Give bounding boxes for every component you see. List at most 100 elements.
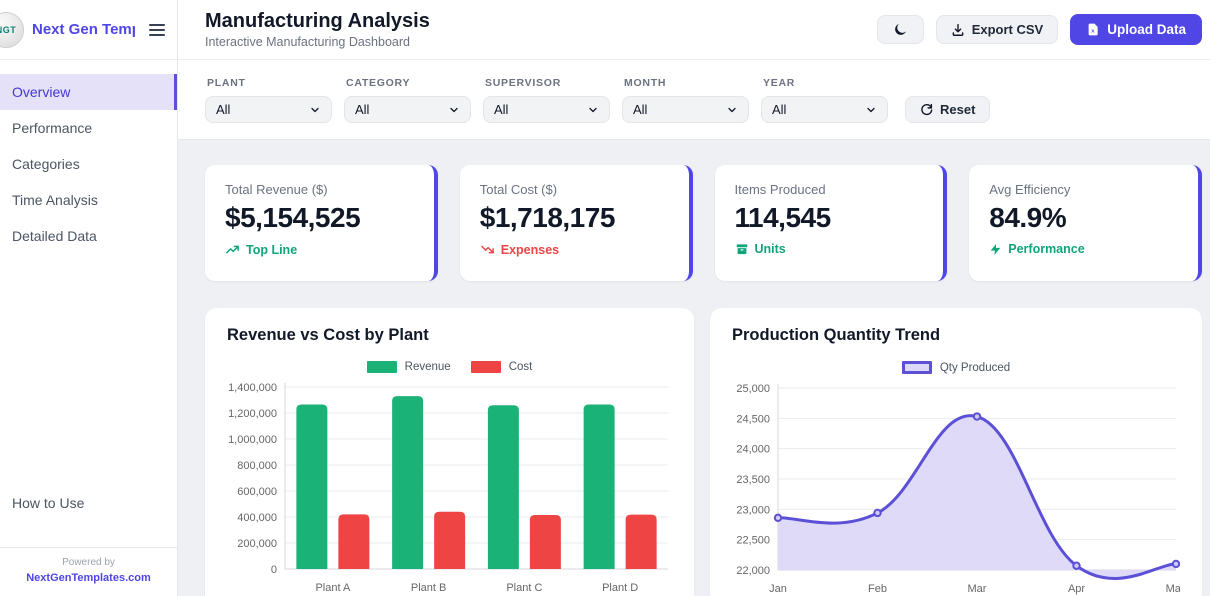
bar-chart-revenue-cost: 0 200,000 400,000 600,000 800,000 1,000,000 1,… xyxy=(228,382,668,594)
svg-text:400,000: 400,000 xyxy=(237,512,277,524)
svg-text:Plant B: Plant B xyxy=(411,582,446,594)
brand-name: Next Gen Templates xyxy=(32,21,135,38)
chart-title: Production Quantity Trend xyxy=(732,326,941,344)
sidebar-footer: Powered by NextGenTemplates.com xyxy=(0,547,177,596)
sidebar-item-how-to-use[interactable]: How to Use xyxy=(12,495,85,511)
supervisor-filter-select[interactable]: All xyxy=(483,96,610,123)
kpi-value: $5,154,525 xyxy=(225,202,361,233)
svg-text:Feb: Feb xyxy=(868,583,887,595)
kpi-sub-label: Performance xyxy=(1008,242,1085,256)
legend-item-cost[interactable]: Cost xyxy=(470,361,533,373)
chevron-down-icon xyxy=(726,104,738,116)
kpi-sub-label: Top Line xyxy=(246,242,298,257)
legend-swatch xyxy=(366,361,397,373)
chart-legend: Qty Produced xyxy=(732,361,1180,374)
month-filter-select[interactable]: All xyxy=(622,96,749,123)
svg-text:0: 0 xyxy=(271,564,277,576)
kpi-card-avg-efficiency: Avg Efficiency 84.9% Performance xyxy=(969,165,1202,281)
download-icon xyxy=(951,23,965,37)
kpi-card-items-produced: Items Produced 114,545 Units xyxy=(714,165,948,281)
chart-card-revenue-vs-cost: Revenue vs Cost by Plant Revenue Cost 0 20… xyxy=(205,308,694,596)
svg-text:23,000: 23,000 xyxy=(736,504,770,516)
chevron-down-icon xyxy=(587,104,599,116)
kpi-label: Total Cost ($) xyxy=(479,182,558,197)
file-spreadsheet-icon: x xyxy=(1086,22,1100,37)
charts-row: Revenue vs Cost by Plant Revenue Cost 0 20… xyxy=(205,308,1202,596)
legend-item-qty-produced[interactable]: Qty Produced xyxy=(901,361,1011,374)
hamburger-menu-icon[interactable] xyxy=(145,20,169,40)
kpi-label: Items Produced xyxy=(734,182,826,197)
kpi-value: 114,545 xyxy=(734,202,832,233)
year-filter-select[interactable]: All xyxy=(761,96,888,123)
svg-text:Plant A: Plant A xyxy=(315,582,351,594)
legend-label: Revenue xyxy=(404,361,451,373)
plant-filter-select[interactable]: All xyxy=(205,96,332,123)
sidebar-item-performance[interactable]: Performance xyxy=(12,120,93,136)
moon-icon xyxy=(893,22,908,37)
kpi-label: Total Revenue ($) xyxy=(225,182,328,197)
category-filter-select[interactable]: All xyxy=(344,96,471,123)
sidebar-item-time-analysis[interactable]: Time Analysis xyxy=(12,192,98,208)
svg-text:22,000: 22,000 xyxy=(736,565,770,577)
supervisor-filter-label: SUPERVISOR xyxy=(485,77,562,89)
svg-text:Apr: Apr xyxy=(1068,583,1085,595)
kpi-label: Avg Efficiency xyxy=(989,182,1071,197)
kpi-value: $1,718,175 xyxy=(479,202,616,233)
sidebar-item-detailed-data[interactable]: Detailed Data xyxy=(12,228,97,244)
chevron-down-icon xyxy=(865,104,877,116)
svg-text:800,000: 800,000 xyxy=(237,460,277,472)
svg-text:600,000: 600,000 xyxy=(237,486,277,498)
plant-filter-label: PLANT xyxy=(207,77,246,89)
upload-data-button[interactable]: x Upload Data xyxy=(1070,14,1202,45)
svg-text:24,000: 24,000 xyxy=(736,444,770,456)
svg-text:May: May xyxy=(1166,583,1180,595)
nextgentemplates-link[interactable]: NextGenTemplates.com xyxy=(26,572,151,584)
svg-text:25,000: 25,000 xyxy=(736,383,770,395)
chart-card-production-trend: Production Quantity Trend Qty Produced 2… xyxy=(710,308,1202,596)
reset-filters-button[interactable]: Reset xyxy=(905,96,991,123)
package-icon xyxy=(735,242,749,256)
year-filter-label: YEAR xyxy=(763,77,796,89)
svg-text:1,000,000: 1,000,000 xyxy=(228,434,277,446)
svg-text:24,500: 24,500 xyxy=(736,413,770,425)
svg-text:1,200,000: 1,200,000 xyxy=(228,408,277,420)
export-csv-button[interactable]: Export CSV xyxy=(935,15,1059,44)
sidebar-header: NGT Next Gen Templates xyxy=(0,0,177,60)
svg-text:22,500: 22,500 xyxy=(736,535,770,547)
sidebar-item-overview[interactable]: Overview xyxy=(0,74,177,110)
brand-logo: NGT xyxy=(0,11,24,48)
main-column: Manufacturing Analysis Interactive Manuf… xyxy=(178,0,1210,596)
sidebar-item-categories[interactable]: Categories xyxy=(12,156,80,172)
chart-legend: Revenue Cost xyxy=(227,361,672,373)
zap-icon xyxy=(989,243,1002,256)
trending-down-icon xyxy=(480,242,495,257)
theme-toggle-button[interactable] xyxy=(876,15,924,44)
legend-label: Qty Produced xyxy=(939,361,1011,374)
filter-bar: PLANT All CATEGORY All SUPERVISOR All MO… xyxy=(178,60,1210,140)
svg-text:1,400,000: 1,400,000 xyxy=(228,382,277,394)
svg-text:Jan: Jan xyxy=(769,583,787,595)
svg-text:x: x xyxy=(1091,28,1095,34)
line-chart-qty-produced: 22,000 22,500 23,000 23,500 24,000 24,500 25,0… xyxy=(736,383,1187,595)
trending-up-icon xyxy=(225,242,240,257)
powered-by-text: Powered by xyxy=(62,557,115,568)
chevron-down-icon xyxy=(448,104,460,116)
legend-swatch xyxy=(901,361,932,374)
chevron-down-icon xyxy=(309,104,321,116)
legend-label: Cost xyxy=(508,361,533,373)
chart-title: Revenue vs Cost by Plant xyxy=(227,326,429,344)
svg-text:Mar: Mar xyxy=(968,583,987,595)
legend-item-revenue[interactable]: Revenue xyxy=(366,361,451,373)
page-title: Manufacturing Analysis xyxy=(205,10,430,32)
svg-text:Plant D: Plant D xyxy=(602,582,638,594)
svg-text:23,500: 23,500 xyxy=(736,474,770,486)
svg-text:Plant C: Plant C xyxy=(506,582,542,594)
page-subtitle: Interactive Manufacturing Dashboard xyxy=(205,35,410,49)
dashboard-content: Total Revenue ($) $5,154,525 Top Line To… xyxy=(178,140,1210,596)
kpi-row: Total Revenue ($) $5,154,525 Top Line To… xyxy=(205,165,1202,281)
legend-swatch xyxy=(470,361,501,373)
kpi-card-total-cost: Total Cost ($) $1,718,175 Expenses xyxy=(459,165,693,281)
reset-icon xyxy=(920,103,933,116)
kpi-sub-label: Expenses xyxy=(500,242,560,257)
svg-text:200,000: 200,000 xyxy=(237,538,277,550)
